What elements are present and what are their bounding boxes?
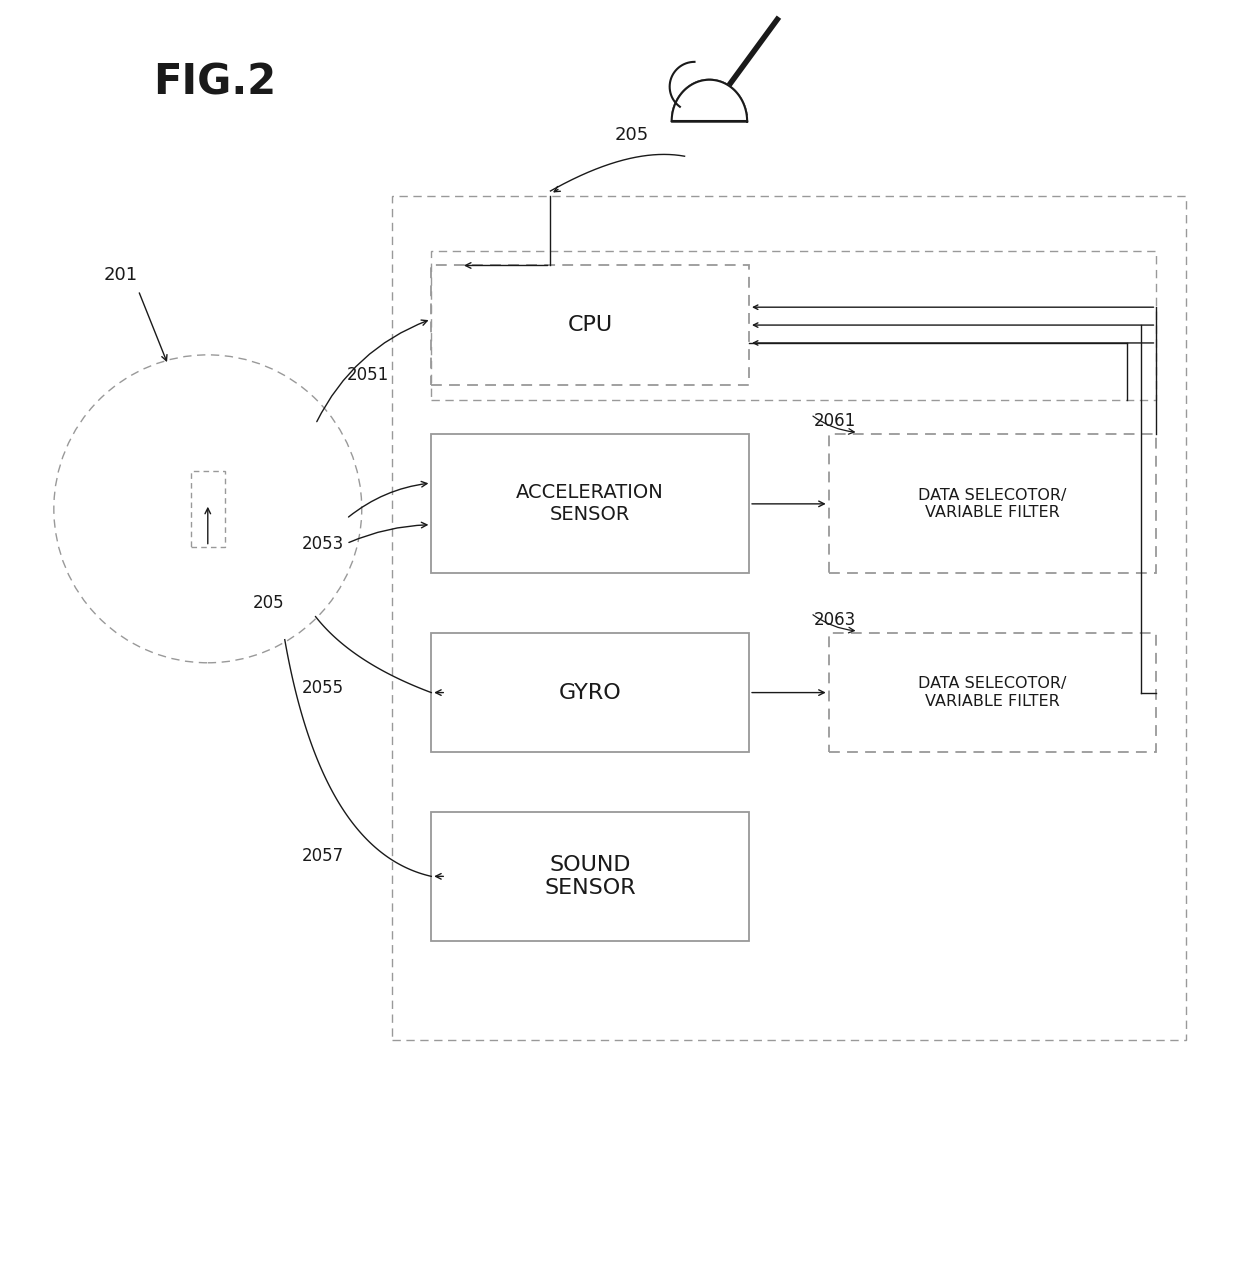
Text: 205: 205	[615, 126, 650, 144]
Text: DATA SELECOTOR/
VARIABLE FILTER: DATA SELECOTOR/ VARIABLE FILTER	[919, 677, 1066, 709]
Text: GYRO: GYRO	[559, 682, 621, 702]
Text: CPU: CPU	[568, 314, 613, 335]
Bar	[432, 633, 749, 753]
Text: 205: 205	[253, 594, 284, 613]
Text: 2057: 2057	[303, 847, 345, 865]
Text: FIG.2: FIG.2	[154, 62, 277, 104]
Text: 2063: 2063	[813, 611, 856, 629]
Bar	[432, 250, 1157, 399]
Text: SOUND
SENSOR: SOUND SENSOR	[544, 855, 636, 898]
Text: 2051: 2051	[347, 366, 389, 384]
Bar	[828, 633, 1157, 753]
Text: 2061: 2061	[813, 413, 856, 431]
Bar	[432, 265, 749, 385]
Bar	[432, 434, 749, 573]
Text: 2055: 2055	[303, 678, 345, 697]
Text: 2053: 2053	[303, 534, 345, 552]
Text: 201: 201	[103, 266, 138, 284]
Bar	[432, 812, 749, 941]
Bar	[191, 471, 224, 547]
Text: DATA SELECOTOR/
VARIABLE FILTER: DATA SELECOTOR/ VARIABLE FILTER	[919, 488, 1066, 520]
Polygon shape	[672, 80, 748, 121]
Bar	[392, 196, 1187, 1041]
Text: ACCELERATION
SENSOR: ACCELERATION SENSOR	[516, 484, 665, 524]
Bar	[828, 434, 1157, 573]
